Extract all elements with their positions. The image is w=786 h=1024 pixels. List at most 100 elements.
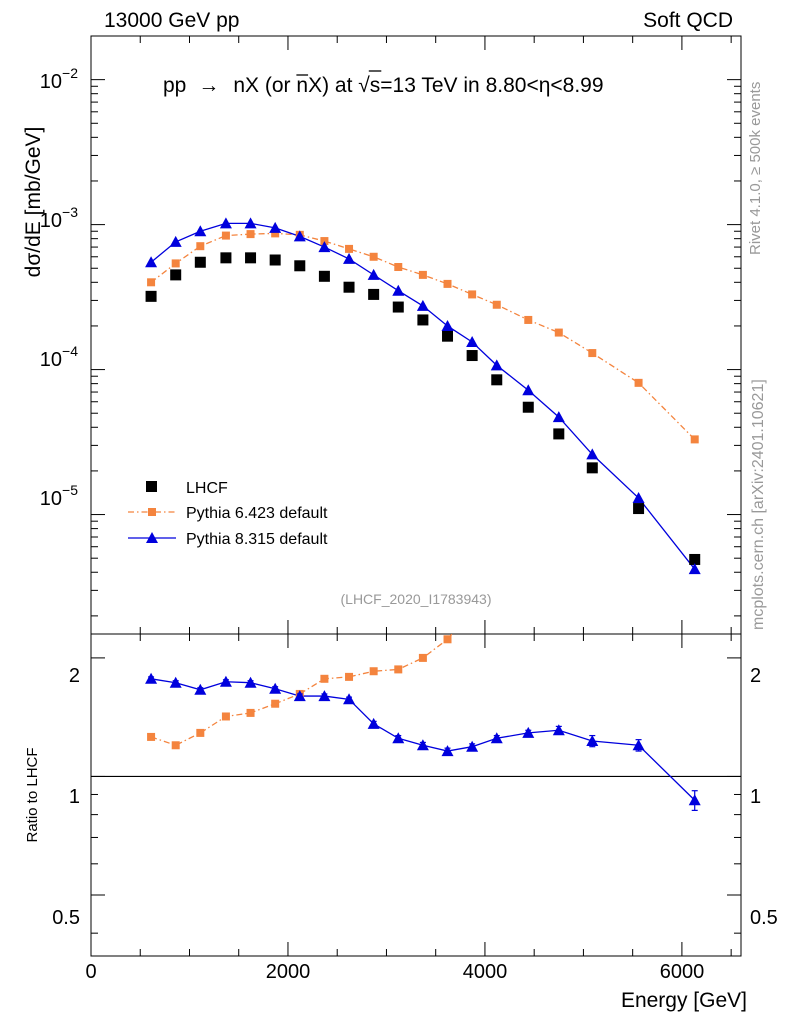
lhcf-data-point — [145, 290, 157, 302]
pythia8-data-point — [688, 563, 701, 575]
pythia6-ratio-point — [635, 431, 643, 439]
pythia6-ratio-point — [171, 741, 180, 750]
pythia6-data-point — [468, 290, 477, 299]
pythia6-ratio-point — [246, 708, 255, 717]
lhcf-data-point — [442, 330, 454, 342]
pythia8-ratio-point — [343, 693, 356, 705]
lhcf-data-point — [466, 350, 478, 362]
lhcf-data-point — [689, 553, 701, 565]
pythia8-ratio-point — [632, 739, 645, 751]
legend: LHCF Pythia 6.423 default Pythia 8.315 d… — [128, 480, 328, 548]
pythia6-ratio-point — [345, 672, 354, 681]
y-tick-label-1e-5: 10−5 — [40, 482, 78, 510]
lhcf-data-point — [522, 401, 534, 413]
pythia8-data-point — [145, 256, 158, 268]
x-tick-label-0: 0 — [85, 961, 96, 983]
pythia6-data-point — [345, 244, 354, 253]
pythia8-data-point — [367, 268, 380, 280]
pythia8-ratio-point — [522, 726, 535, 738]
pythia8-data-point — [293, 230, 306, 242]
lhcf-data-point — [417, 314, 429, 326]
series-line-2 — [150, 222, 696, 570]
ratio-line-1 — [150, 678, 696, 801]
x-tick-label-6000: 6000 — [660, 961, 705, 983]
pythia8-data-point — [632, 492, 645, 504]
pythia6-ratio-point — [221, 712, 230, 721]
x-tick-label-2000: 2000 — [266, 961, 311, 983]
pythia8-ratio-point — [269, 682, 282, 694]
pythia8-data-point — [343, 252, 356, 264]
pythia8-data-point — [466, 335, 479, 347]
pythia8-data-point — [269, 221, 282, 233]
lhcf-data-point — [392, 301, 404, 313]
ratio-line-0 — [150, 634, 453, 746]
pythia6-data-point — [271, 229, 280, 238]
pythia8-ratio-point — [490, 732, 503, 744]
pythia8-data-point — [244, 217, 257, 229]
pythia6-ratio-point — [196, 728, 205, 737]
ratio-tick-label-right-1: 1 — [750, 786, 761, 808]
ratio-tick-label-2: 2 — [69, 665, 80, 687]
pythia6-ratio-point — [555, 497, 563, 505]
pythia8-data-point — [416, 299, 429, 311]
pythia8-ratio-point — [441, 745, 454, 757]
pythia6-ratio-point — [418, 653, 427, 662]
x-tick-label-4000: 4000 — [463, 961, 508, 983]
pythia8-ratio-point — [416, 739, 429, 751]
pythia6-data-point — [492, 300, 501, 309]
pythia6-data-point — [246, 230, 255, 239]
ratio-plot-frame — [90, 633, 742, 957]
pythia8-data-point — [586, 448, 599, 460]
ratio-tick-label-right-2: 2 — [750, 665, 761, 687]
y-tick-label-1e-4: 10−4 — [40, 343, 78, 371]
beam-energy-label: 13000 GeV pp — [104, 9, 239, 32]
lhcf-data-point — [368, 288, 380, 300]
lhcf-data-point — [318, 270, 330, 282]
lhcf-data-point — [194, 256, 206, 268]
pythia8-data-point — [522, 384, 535, 396]
pythia6-ratio-point — [493, 569, 501, 577]
pythia6-ratio-point — [147, 732, 156, 741]
pythia6-data-point — [418, 270, 427, 279]
ratio-tick-label-right-0.5: 0.5 — [750, 907, 778, 929]
pythia6-ratio-point — [691, 446, 699, 454]
lhcf-data-point — [491, 374, 503, 386]
pythia6-data-point — [196, 242, 205, 251]
analysis-id-label: (LHCF_2020_I1783943) — [341, 591, 492, 607]
legend-marker-pythia8 — [146, 532, 158, 543]
lhcf-data-point — [633, 503, 645, 515]
pythia6-data-point — [443, 279, 452, 288]
pythia8-ratio-point — [688, 794, 701, 806]
pythia6-ratio-point — [369, 667, 378, 676]
process-group-label: Soft QCD — [643, 9, 733, 32]
pythia8-data-point — [194, 225, 207, 237]
ratio-series — [145, 431, 701, 811]
legend-label-pythia6: Pythia 6.423 default — [186, 505, 328, 522]
pythia6-data-point — [320, 237, 329, 246]
pythia6-ratio-point — [271, 699, 280, 708]
y-tick-label-1e-2: 10−2 — [40, 65, 78, 93]
legend-label-lhcf: LHCF — [186, 480, 228, 497]
ratio-y-axis-label: Ratio to LHCF — [24, 747, 41, 842]
plot-title: pp → nX (or nX) at √s=13 TeV in 8.80<η<8.9… — [163, 74, 604, 97]
pythia8-data-point — [490, 359, 503, 371]
y-tick-label-1e-3: 10−3 — [40, 204, 78, 232]
pythia6-ratio-point — [443, 635, 452, 644]
pythia8-data-point — [392, 284, 405, 296]
lhcf-data-point — [343, 281, 355, 293]
main-series — [145, 217, 701, 575]
legend-marker-pythia6 — [148, 508, 156, 516]
pythia8-data-point — [219, 217, 232, 229]
pythia8-ratio-point — [145, 672, 158, 684]
pythia8-ratio-point — [466, 740, 479, 752]
lhcf-data-point — [220, 252, 232, 264]
pythia8-ratio-point — [219, 675, 232, 687]
pythia8-data-point — [318, 241, 331, 253]
x-axis-label: Energy [GeV] — [621, 989, 747, 1012]
pythia6-data-point — [524, 315, 533, 324]
pythia6-data-point — [221, 231, 230, 240]
pythia6-data-point — [554, 328, 563, 337]
legend-marker-lhcf — [146, 481, 157, 492]
title-overlines — [296, 70, 382, 76]
